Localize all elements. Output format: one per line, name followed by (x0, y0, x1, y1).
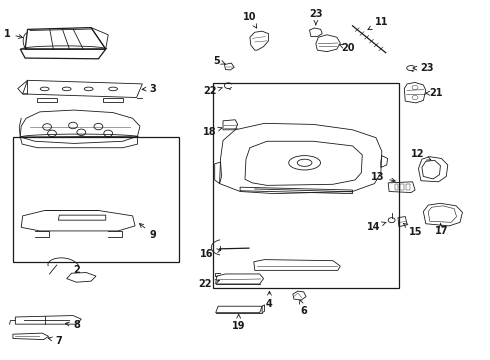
Text: 20: 20 (339, 43, 355, 53)
Text: 3: 3 (142, 84, 156, 94)
Bar (13, 137, 179, 262)
Bar (213, 83, 399, 288)
Text: 14: 14 (368, 222, 386, 231)
Text: 5: 5 (213, 55, 225, 66)
Text: 1: 1 (4, 29, 23, 39)
Text: 18: 18 (202, 127, 222, 136)
Bar (400, 184, 404, 190)
Text: 15: 15 (403, 224, 422, 237)
Text: 23: 23 (413, 63, 434, 73)
Text: 12: 12 (411, 149, 431, 160)
Text: 23: 23 (309, 9, 322, 25)
Text: 9: 9 (140, 224, 156, 239)
Text: 16: 16 (200, 248, 221, 258)
Bar (406, 184, 410, 190)
Text: 22: 22 (204, 86, 222, 96)
Text: 2: 2 (73, 265, 80, 275)
Text: 21: 21 (426, 88, 443, 98)
Text: 4: 4 (266, 291, 273, 309)
Bar (394, 184, 398, 190)
Text: 6: 6 (299, 300, 307, 316)
Text: 19: 19 (232, 314, 245, 330)
Text: 8: 8 (66, 320, 80, 330)
Text: 10: 10 (243, 12, 257, 28)
Text: 17: 17 (435, 223, 448, 236)
Text: 11: 11 (368, 17, 388, 30)
Text: 13: 13 (371, 172, 395, 182)
Text: 22: 22 (198, 279, 220, 289)
Text: 7: 7 (49, 336, 62, 346)
